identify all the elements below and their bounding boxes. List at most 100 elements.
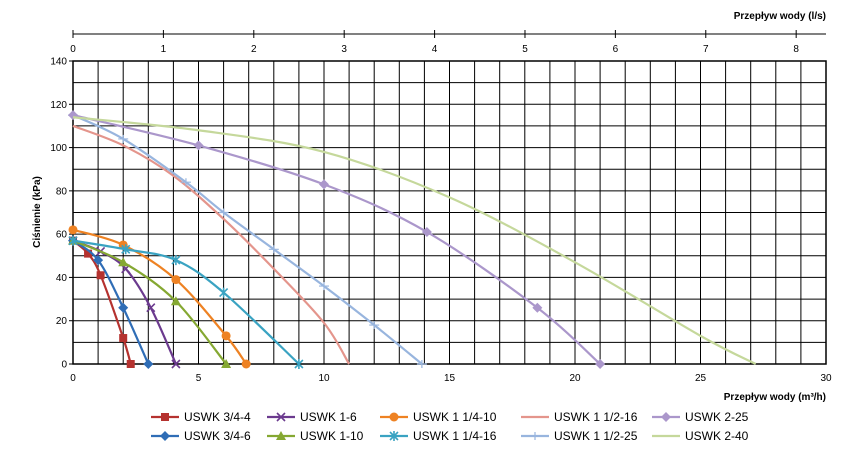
- legend-item: USWK 1 1/2-25: [521, 429, 638, 443]
- legend-label: USWK 1-6: [300, 410, 357, 424]
- legend-item: USWK 3/4-6: [151, 429, 251, 443]
- x2-tick-label: 2: [251, 44, 257, 55]
- legend-swatch-marker: [161, 413, 169, 421]
- data-point: [294, 359, 304, 369]
- data-point: [68, 235, 78, 246]
- data-point: [180, 178, 191, 187]
- data-point: [369, 321, 380, 330]
- series-line: [72, 114, 423, 365]
- data-point: [118, 302, 129, 313]
- x-tick-label: 25: [695, 373, 707, 384]
- x2-axis-title: Przepływ wody (l/s): [734, 11, 826, 22]
- series-line: [72, 239, 150, 365]
- data-point: [143, 359, 154, 369]
- grid: [72, 60, 827, 365]
- legend-item: USWK 1-6: [267, 410, 357, 424]
- x-tick-label: 5: [196, 373, 202, 384]
- legend-label: USWK 2-40: [685, 429, 749, 443]
- series-line: [72, 239, 300, 365]
- legend-swatch-marker: [661, 412, 671, 422]
- legend-label: USWK 1 1/4-16: [413, 429, 497, 443]
- x2-tick-label: 5: [522, 44, 528, 55]
- y-tick-label: 0: [61, 360, 67, 371]
- series-line: [72, 239, 177, 365]
- data-point: [171, 275, 181, 285]
- x-tick-label: 30: [820, 373, 832, 384]
- legend-swatch-marker: [389, 412, 399, 422]
- legend: USWK 3/4-4 USWK 3/4-6 USWK 1-6 USWK 1-10 USW…: [151, 410, 749, 443]
- series-line: [72, 116, 757, 365]
- y-axis-title: Ciśnienie (kPa): [32, 176, 43, 248]
- series-uswk-3-4-4: [69, 236, 135, 368]
- legend-item: USWK 2-25: [652, 410, 749, 424]
- legend-swatch-marker: [530, 432, 540, 440]
- legend-label: USWK 1-10: [300, 429, 364, 443]
- data-point: [319, 282, 329, 291]
- legend-swatch-marker: [389, 431, 399, 441]
- data-point: [221, 331, 231, 341]
- x2-tick-label: 3: [341, 44, 347, 55]
- legend-label: USWK 3/4-4: [184, 410, 251, 424]
- series-line: [72, 124, 351, 365]
- data-point: [146, 303, 156, 313]
- data-point: [319, 179, 329, 190]
- x2-tick-label: 1: [161, 44, 167, 55]
- legend-label: USWK 1 1/2-25: [554, 429, 638, 443]
- axes: [69, 30, 827, 365]
- x2-tick-label: 6: [613, 44, 619, 55]
- legend-swatch-marker: [160, 431, 170, 441]
- series: [68, 110, 757, 369]
- x-axis-title: Przepływ wody (m³/h): [724, 392, 826, 403]
- legend-item: USWK 1 1/4-10: [380, 410, 497, 424]
- data-point: [268, 245, 279, 254]
- data-point: [93, 255, 104, 266]
- x2-tick-label: 4: [432, 44, 438, 55]
- data-point: [595, 359, 606, 369]
- legend-label: USWK 1 1/2-16: [554, 410, 638, 424]
- x2-tick-label: 8: [793, 44, 799, 55]
- x-tick-label: 15: [444, 373, 456, 384]
- y-tick-label: 60: [56, 230, 68, 241]
- data-point: [170, 296, 181, 306]
- y-tick-label: 20: [56, 316, 68, 327]
- legend-swatch-marker: [276, 412, 286, 422]
- series-uswk-2-25: [68, 110, 606, 369]
- data-point: [219, 287, 229, 298]
- legend-label: USWK 2-25: [685, 410, 749, 424]
- y-tick-label: 40: [56, 273, 68, 284]
- x2-tick-label: 0: [70, 44, 76, 55]
- legend-item: USWK 1-10: [267, 429, 364, 443]
- data-point: [126, 360, 135, 368]
- series-uswk-1-1-4-16: [68, 235, 304, 369]
- data-point: [416, 360, 427, 368]
- legend-item: USWK 2-40: [652, 429, 749, 443]
- x2-tick-label: 7: [703, 44, 709, 55]
- legend-label: USWK 1 1/4-10: [413, 410, 497, 424]
- x-tick-label: 20: [569, 373, 581, 384]
- y-tick-label: 100: [50, 143, 67, 154]
- data-point: [96, 271, 105, 280]
- data-point: [221, 359, 232, 368]
- data-point: [118, 134, 129, 143]
- plot-frame: [72, 60, 827, 365]
- x-tick-label: 10: [318, 373, 330, 384]
- x-tick-label: 0: [70, 373, 76, 384]
- data-point: [121, 244, 131, 255]
- data-point: [68, 225, 78, 235]
- data-point: [421, 226, 432, 237]
- data-point: [84, 249, 93, 258]
- legend-item: USWK 1 1/4-16: [380, 429, 497, 443]
- legend-item: USWK 1 1/2-16: [521, 410, 638, 424]
- data-point: [118, 257, 129, 267]
- series-line: [72, 239, 227, 365]
- y-tick-label: 120: [50, 100, 67, 111]
- legend-item: USWK 3/4-4: [151, 410, 251, 424]
- data-point: [171, 359, 181, 369]
- series-uswk-1-1-2-25: [68, 111, 427, 368]
- series-line: [72, 114, 601, 365]
- y-tick-label: 80: [56, 186, 68, 197]
- data-point: [241, 359, 251, 369]
- series-uswk-2-40: [72, 116, 757, 365]
- legend-label: USWK 3/4-6: [184, 429, 251, 443]
